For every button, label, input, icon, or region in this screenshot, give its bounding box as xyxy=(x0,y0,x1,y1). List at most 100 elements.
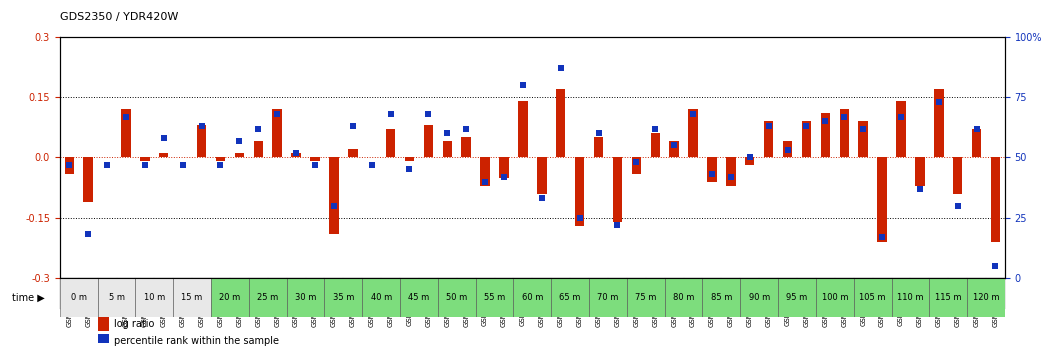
Bar xyxy=(197,125,207,158)
Text: 5 m: 5 m xyxy=(108,293,125,302)
Bar xyxy=(456,278,475,309)
Bar xyxy=(437,278,456,309)
Bar xyxy=(627,278,646,309)
Bar xyxy=(816,278,854,317)
Bar xyxy=(590,278,608,309)
Bar xyxy=(929,278,967,317)
Bar xyxy=(437,278,475,317)
Bar xyxy=(571,278,590,309)
Bar xyxy=(892,278,911,309)
Bar xyxy=(518,101,528,158)
Text: 40 m: 40 m xyxy=(370,293,391,302)
Bar xyxy=(230,278,249,309)
Bar xyxy=(400,278,437,317)
Text: 55 m: 55 m xyxy=(484,293,506,302)
Bar xyxy=(627,278,665,317)
Bar xyxy=(211,278,249,317)
Bar xyxy=(141,158,150,161)
Bar xyxy=(386,130,395,158)
Text: 25 m: 25 m xyxy=(257,293,278,302)
Bar xyxy=(915,158,924,185)
Bar xyxy=(778,278,816,317)
Text: 105 m: 105 m xyxy=(859,293,885,302)
Bar xyxy=(173,278,192,309)
Bar xyxy=(722,278,741,309)
Bar xyxy=(801,121,811,158)
Bar xyxy=(669,142,679,158)
Bar xyxy=(311,158,320,161)
Bar xyxy=(575,158,584,225)
Bar xyxy=(480,158,490,185)
Bar xyxy=(741,278,778,317)
Text: 30 m: 30 m xyxy=(295,293,316,302)
Bar xyxy=(552,278,590,317)
Bar xyxy=(764,121,773,158)
Bar xyxy=(835,278,854,309)
Bar xyxy=(665,278,684,309)
Text: percentile rank within the sample: percentile rank within the sample xyxy=(113,336,279,346)
Bar xyxy=(783,142,792,158)
Bar xyxy=(759,278,778,309)
Bar xyxy=(122,109,131,158)
Bar xyxy=(816,278,835,309)
Text: 80 m: 80 m xyxy=(672,293,694,302)
Bar xyxy=(343,278,362,309)
Bar xyxy=(797,278,816,309)
Bar xyxy=(98,333,109,348)
Text: 15 m: 15 m xyxy=(181,293,202,302)
Bar xyxy=(305,278,324,309)
Bar xyxy=(173,278,211,317)
Bar xyxy=(990,158,1000,242)
Bar xyxy=(462,137,471,158)
Bar xyxy=(419,278,437,309)
Bar xyxy=(513,278,552,317)
Bar xyxy=(688,109,698,158)
Bar xyxy=(911,278,929,309)
Bar xyxy=(929,278,948,309)
Bar xyxy=(665,278,703,317)
Bar xyxy=(135,278,154,309)
Bar xyxy=(286,278,305,309)
Bar xyxy=(986,278,1005,309)
Bar xyxy=(745,158,754,165)
Text: 70 m: 70 m xyxy=(597,293,619,302)
Bar xyxy=(726,158,735,185)
Text: GDS2350 / YDR420W: GDS2350 / YDR420W xyxy=(60,12,178,22)
Bar xyxy=(650,133,660,158)
Bar xyxy=(254,142,263,158)
Text: log ratio: log ratio xyxy=(113,319,154,329)
Bar xyxy=(135,278,173,317)
Bar xyxy=(324,278,343,309)
Text: 100 m: 100 m xyxy=(821,293,848,302)
Bar xyxy=(159,153,169,158)
Bar xyxy=(329,158,339,234)
Bar xyxy=(98,316,109,331)
Bar xyxy=(646,278,665,309)
Text: 75 m: 75 m xyxy=(635,293,657,302)
Bar xyxy=(703,278,722,309)
Bar xyxy=(552,278,571,309)
Bar xyxy=(858,121,868,158)
Bar xyxy=(590,278,627,317)
Bar xyxy=(608,278,627,309)
Bar xyxy=(873,278,892,309)
Bar xyxy=(499,158,509,177)
Text: 90 m: 90 m xyxy=(749,293,770,302)
Bar xyxy=(475,278,494,309)
Bar xyxy=(65,158,74,173)
Bar xyxy=(235,153,244,158)
Bar xyxy=(839,109,849,158)
Text: 95 m: 95 m xyxy=(787,293,808,302)
Text: 60 m: 60 m xyxy=(521,293,543,302)
Bar xyxy=(613,158,622,222)
Bar xyxy=(116,278,135,309)
Bar xyxy=(60,278,79,309)
Text: 110 m: 110 m xyxy=(897,293,924,302)
Bar xyxy=(400,278,419,309)
Text: 115 m: 115 m xyxy=(935,293,962,302)
Text: 35 m: 35 m xyxy=(333,293,354,302)
Bar xyxy=(292,153,301,158)
Bar xyxy=(631,158,641,173)
Text: 85 m: 85 m xyxy=(711,293,732,302)
Bar xyxy=(778,278,797,309)
